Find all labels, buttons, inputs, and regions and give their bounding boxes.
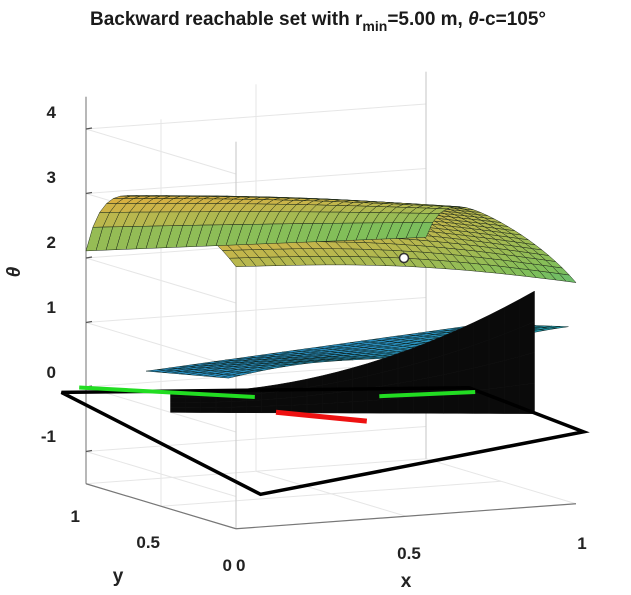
upper-surface xyxy=(85,195,577,283)
marker-point xyxy=(398,252,410,264)
surface-cell xyxy=(85,226,104,252)
surface-cell xyxy=(428,393,444,414)
x-axis-ticks: 0 0.5 1 xyxy=(236,534,587,575)
z-tick-label: 1 xyxy=(47,298,56,317)
surface-cell xyxy=(337,401,353,414)
grid-line xyxy=(85,127,93,130)
surface-cell xyxy=(321,402,338,414)
surface-cell xyxy=(397,396,414,414)
surface-cell xyxy=(246,399,262,408)
surface-cell xyxy=(230,400,247,408)
y-tick-label: 0 xyxy=(223,556,232,575)
y-axis-ticks: 1 0.5 0 xyxy=(71,507,232,575)
surface-cell xyxy=(170,407,186,413)
grid-line xyxy=(85,458,427,485)
surface-cell xyxy=(170,402,186,408)
grid-line xyxy=(85,320,93,324)
x-axis-label: x xyxy=(401,571,412,592)
surface-cell xyxy=(443,371,459,395)
x-tick-label: 0.5 xyxy=(397,544,421,563)
surface-cell xyxy=(306,403,323,414)
grid-line xyxy=(235,503,577,530)
surface-cell xyxy=(519,352,535,386)
y-tick-label: 0.5 xyxy=(136,533,160,552)
surface-cell xyxy=(230,406,247,413)
surface-cell xyxy=(145,369,166,373)
surface-cell xyxy=(200,396,217,403)
base-outline xyxy=(60,385,590,497)
green-line xyxy=(79,385,255,399)
title-prefix: Backward reachable set with r xyxy=(90,9,363,30)
surface-cell xyxy=(503,384,520,414)
title-suffix: -c=105° xyxy=(479,9,546,30)
axes-grid xyxy=(85,71,577,530)
dark-band-surface xyxy=(170,290,535,414)
grid-line xyxy=(85,449,93,453)
y-tick-label: 1 xyxy=(71,507,80,526)
title-mid: =5.00 m, xyxy=(387,9,468,30)
surface-cell xyxy=(488,360,505,390)
grid-line xyxy=(85,256,93,259)
surface-cell xyxy=(503,299,520,335)
surface-cell xyxy=(185,407,202,413)
z-tick-label: 3 xyxy=(47,168,56,187)
surface-cell xyxy=(503,356,520,388)
grid-line xyxy=(85,191,93,195)
title-subscript: min xyxy=(362,18,387,34)
z-axis-label: θ xyxy=(4,266,25,277)
surface-cell xyxy=(246,406,262,414)
z-tick-label: -1 xyxy=(41,427,56,446)
green-line-right xyxy=(379,390,476,399)
red-line xyxy=(275,409,368,424)
z-tick-label: 2 xyxy=(47,233,56,252)
surface-cell xyxy=(200,407,217,413)
surface-cell xyxy=(215,406,232,413)
surface-cell xyxy=(261,405,277,414)
surface-cell xyxy=(185,397,202,403)
surface-cell xyxy=(382,398,399,414)
surface-cell xyxy=(443,392,459,414)
x-tick-label: 0 xyxy=(236,556,245,575)
surface-cell xyxy=(412,395,429,414)
surface-cell xyxy=(200,401,217,408)
title-symbol: θ xyxy=(468,9,479,30)
z-tick-label: 0 xyxy=(47,363,56,382)
surface-cell xyxy=(352,400,368,414)
chart-title: Backward reachable set with rmin=5.00 m,… xyxy=(90,9,546,34)
grid-line xyxy=(425,458,577,505)
surface-cell xyxy=(458,322,475,351)
surface-cell xyxy=(488,307,505,341)
z-tick-label: 4 xyxy=(47,103,57,122)
x-tick-label: 1 xyxy=(577,534,586,553)
grid-line xyxy=(160,480,502,507)
surface-cell xyxy=(170,397,186,404)
surface-cell xyxy=(185,402,202,408)
surface-cell xyxy=(473,364,490,391)
surface-cell xyxy=(473,314,490,346)
z-axis-ticks: -1 0 1 2 3 4 xyxy=(41,103,57,446)
grid-line xyxy=(85,483,237,530)
surface-cell xyxy=(519,290,535,329)
y-axis-label: y xyxy=(113,566,124,587)
surface-cell xyxy=(367,399,384,414)
surface-cell xyxy=(215,401,232,408)
